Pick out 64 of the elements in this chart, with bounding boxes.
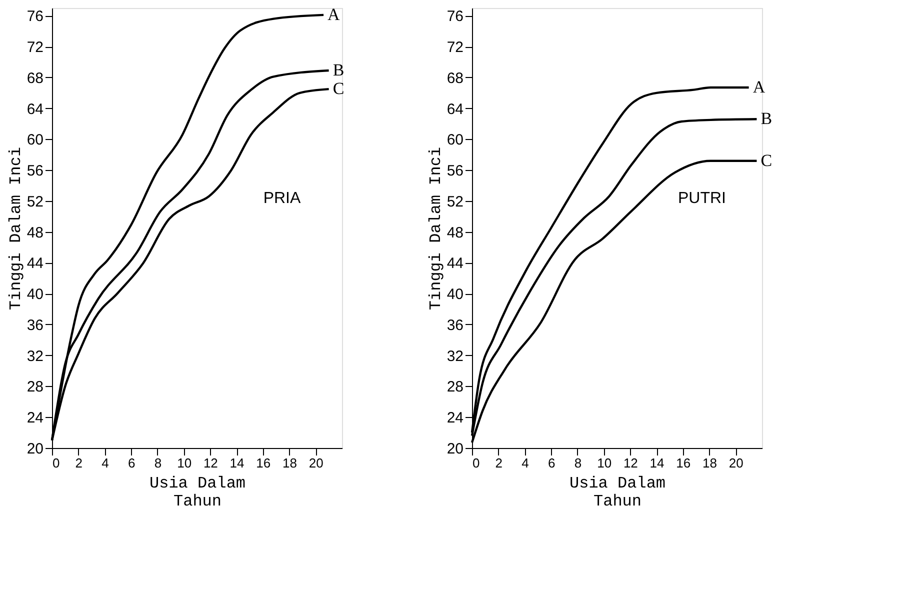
y-tick-label: 72 [26,39,44,56]
x-axis-title: Usia Dalam Tahun [149,474,246,510]
x-tick-label: 8 [574,456,582,470]
series-label: A [752,78,766,97]
y-axis-title: Tinggi Dalam Inci [6,146,25,310]
y-tick-label: 48 [26,224,44,242]
x-tick-label: 10 [597,456,612,470]
x-tick-label: 18 [702,456,718,470]
y-tick-label: 56 [26,162,44,180]
x-tick-label: 14 [650,456,664,470]
y-tick-label: 40 [26,286,44,304]
x-tick-label: 0 [52,456,60,470]
annotation: PUTRI [678,190,726,207]
y-tick-label: 28 [26,378,44,396]
series-label: B [332,60,344,80]
y-tick-label: 28 [446,378,464,396]
y-tick-label: 60 [446,132,464,149]
y-tick-label: 76 [26,8,44,26]
x-tick-label: 8 [154,456,162,470]
y-tick-label: 72 [446,39,464,56]
x-tick-label: 4 [522,456,529,470]
y-tick-label: 20 [446,440,464,458]
x-tick-label: 16 [256,456,271,470]
y-tick-label: 24 [446,410,464,427]
series-label: C [760,150,772,170]
y-tick-label: 32 [446,348,464,365]
x-tick-label: 20 [728,456,744,470]
y-tick-label: 68 [26,70,44,87]
series-label: A [328,4,341,24]
x-tick-label: 4 [102,456,109,470]
y-tick-label: 52 [26,193,44,210]
y-tick-label: 36 [26,316,44,334]
x-tick-label: 20 [308,456,324,470]
x-tick-label: 2 [495,456,502,470]
y-tick-label: 24 [26,410,44,427]
x-axis-title: Usia Dalam Tahun [569,474,666,510]
annotation: PRIA [263,190,301,207]
y-tick-label: 44 [26,255,44,272]
y-axis-title: Tinggi Dalam Inci [426,146,445,310]
x-tick-label: 10 [177,456,192,470]
x-tick-label: 0 [472,456,480,470]
y-tick-label: 68 [446,70,464,87]
series-label: B [760,109,772,128]
y-tick-label: 40 [446,286,464,304]
y-tick-label: 20 [26,440,44,458]
x-tick-label: 12 [203,456,218,470]
x-tick-label: 18 [282,456,298,470]
y-tick-label: 32 [26,348,44,365]
y-tick-label: 36 [446,316,464,334]
y-tick-label: 64 [446,100,464,118]
series-label: C [332,79,344,98]
x-tick-label: 2 [75,456,82,470]
y-tick-label: 48 [446,224,464,242]
y-tick-label: 76 [446,8,464,26]
y-tick-label: 56 [446,162,464,180]
x-tick-label: 6 [548,456,556,470]
y-tick-label: 60 [26,132,44,149]
y-tick-label: 52 [446,193,464,210]
x-tick-label: 16 [676,456,691,470]
y-tick-label: 64 [26,100,44,118]
x-tick-label: 6 [128,456,136,470]
x-tick-label: 12 [623,456,638,470]
y-tick-label: 44 [446,255,464,272]
x-tick-label: 14 [230,456,244,470]
